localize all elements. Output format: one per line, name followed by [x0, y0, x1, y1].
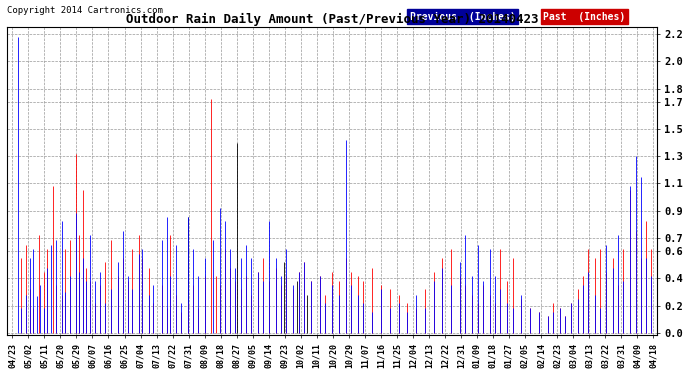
Title: Outdoor Rain Daily Amount (Past/Previous Year) 20140423: Outdoor Rain Daily Amount (Past/Previous… [126, 13, 538, 26]
Text: Copyright 2014 Cartronics.com: Copyright 2014 Cartronics.com [7, 6, 163, 15]
Text: Previous  (Inches): Previous (Inches) [410, 12, 515, 22]
Text: Past  (Inches): Past (Inches) [543, 12, 625, 22]
